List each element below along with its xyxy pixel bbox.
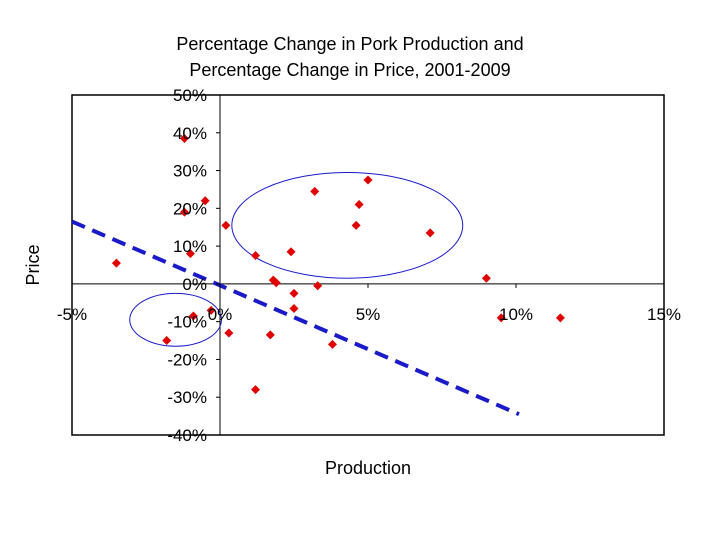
y-axis-title: Price	[23, 244, 43, 285]
data-point	[179, 207, 189, 217]
data-point	[363, 175, 373, 185]
x-tick-label: 5%	[356, 305, 381, 324]
data-point	[111, 258, 121, 268]
data-point	[179, 133, 189, 143]
data-point	[162, 336, 172, 346]
data-point	[327, 339, 337, 349]
data-point	[310, 186, 320, 196]
data-point	[185, 249, 195, 259]
data-point	[286, 247, 296, 257]
trend-line	[71, 219, 520, 417]
data-point	[221, 220, 231, 230]
y-tick-label: -20%	[167, 350, 207, 369]
data-point	[354, 200, 364, 210]
x-tick-label: 15%	[647, 305, 681, 324]
data-point	[265, 330, 275, 340]
y-tick-label: 20%	[173, 199, 207, 218]
chart-title-line-1: Percentage Change in Pork Production and	[176, 34, 523, 54]
x-axis-title: Production	[325, 458, 411, 478]
data-point	[496, 313, 506, 323]
y-tick-label: 40%	[173, 124, 207, 143]
data-point	[425, 228, 435, 238]
y-tick-label: 50%	[173, 86, 207, 105]
plot-area-frame	[71, 94, 665, 436]
data-point	[200, 196, 210, 206]
data-point	[206, 305, 216, 315]
data-point	[481, 273, 491, 283]
data-point	[313, 281, 323, 291]
x-tick-label: 10%	[499, 305, 533, 324]
data-point	[351, 220, 361, 230]
data-point	[251, 251, 261, 261]
y-tick-label: -40%	[167, 426, 207, 445]
y-tick-label: 10%	[173, 237, 207, 256]
data-point	[555, 313, 565, 323]
y-tick-label: 30%	[173, 162, 207, 181]
y-tick-label: 0%	[182, 275, 207, 294]
data-point	[224, 328, 234, 338]
highlight-ellipse-2	[129, 292, 222, 347]
highlight-ellipse-1	[231, 171, 464, 279]
data-point	[251, 385, 261, 395]
x-tick-label: -5%	[57, 305, 87, 324]
y-tick-label: -30%	[167, 388, 207, 407]
x-tick-label: 0%	[208, 305, 233, 324]
data-point	[289, 288, 299, 298]
y-tick-label: -10%	[167, 313, 207, 332]
data-point	[271, 278, 281, 288]
data-point	[289, 303, 299, 313]
chart-title-line-2: Percentage Change in Price, 2001-2009	[189, 60, 510, 80]
data-point	[188, 311, 198, 321]
